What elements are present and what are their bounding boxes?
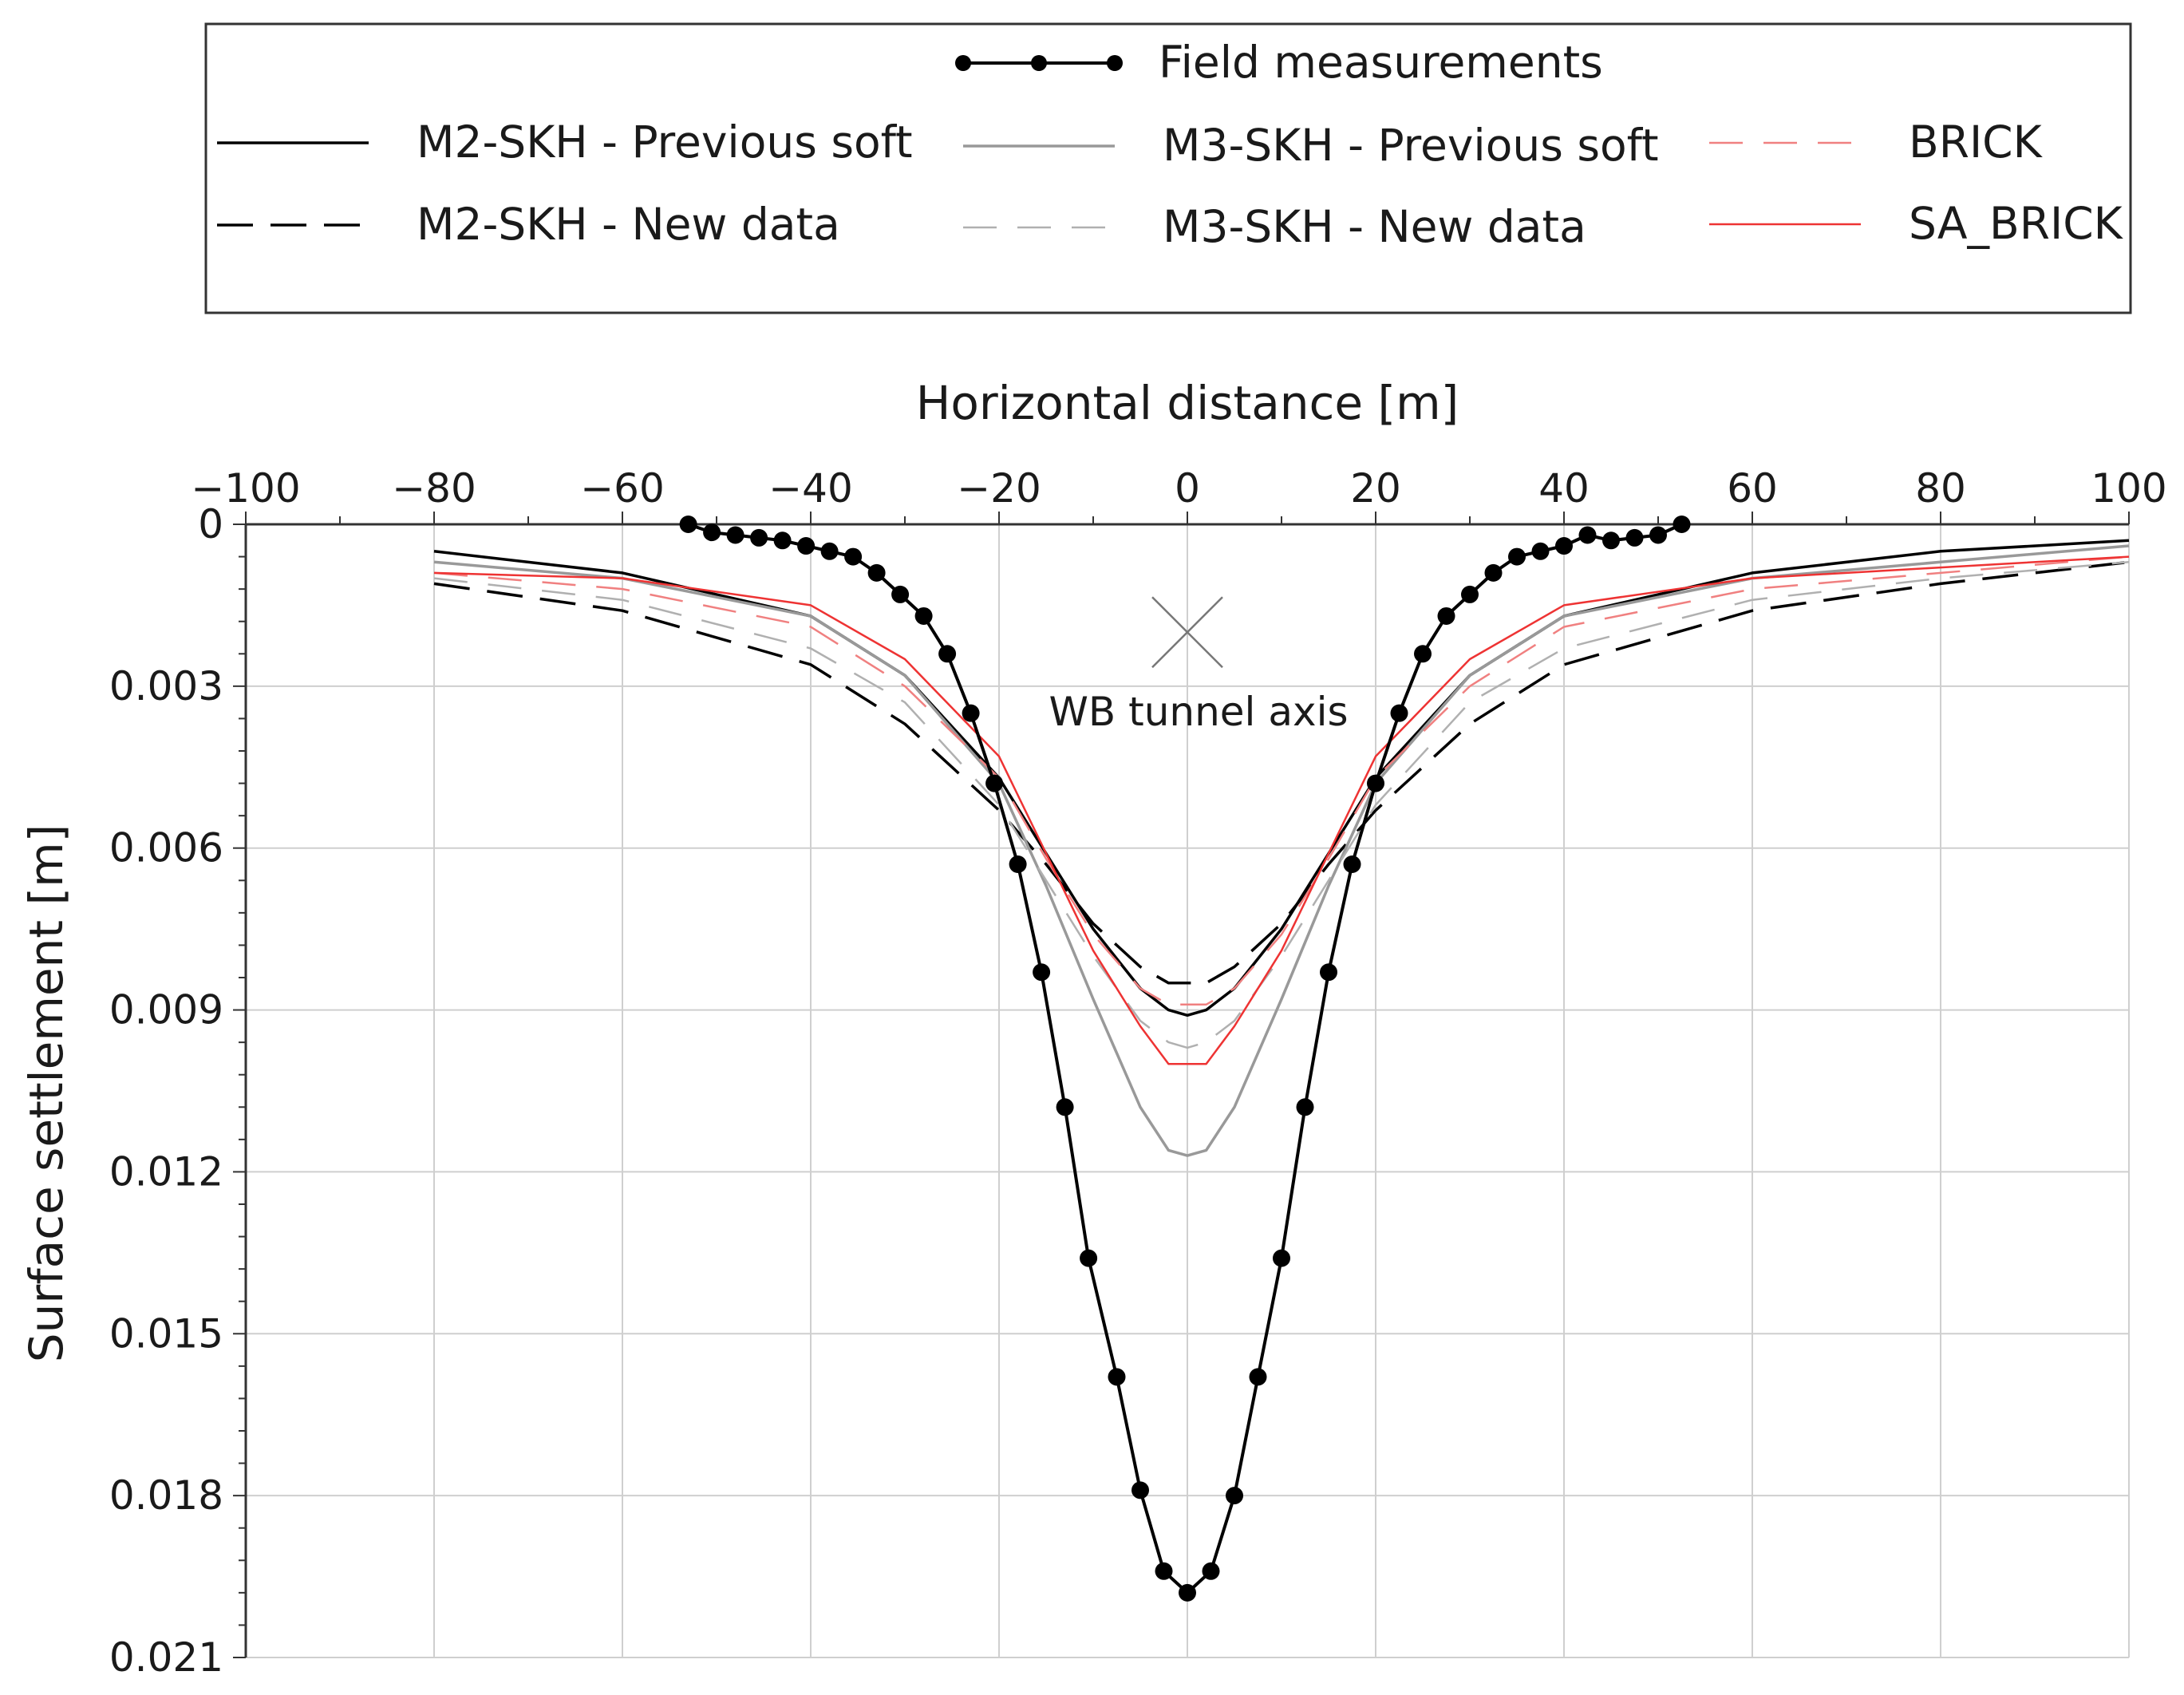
field-measurement-point bbox=[867, 563, 886, 582]
field-measurement-point bbox=[1437, 606, 1455, 625]
y-tick-label: 0.009 bbox=[109, 987, 223, 1033]
field-measurement-point bbox=[1673, 516, 1691, 533]
field-measurement-point bbox=[1273, 1249, 1290, 1267]
series-line-m3-skh-previous-soft bbox=[433, 544, 2130, 1157]
y-tick-label: 0.003 bbox=[109, 663, 223, 709]
field-measurement-point bbox=[1155, 1562, 1173, 1580]
field-measurement-point bbox=[985, 774, 1004, 792]
legend-label-m2-skh-new-data: M2-SKH - New data bbox=[417, 199, 840, 250]
field-measurement-point bbox=[1179, 1583, 1196, 1602]
field-measurement-point bbox=[1602, 531, 1620, 550]
y-axis-title: Surface settlement [m] bbox=[19, 824, 73, 1362]
x-tick-label: −20 bbox=[957, 465, 1041, 512]
field-measurement-point bbox=[1226, 1487, 1243, 1505]
y-tick-label: 0.018 bbox=[109, 1472, 223, 1519]
field-measurement-point bbox=[914, 606, 933, 625]
field-measurement-point bbox=[1649, 526, 1667, 544]
annotation-layer: WB tunnel axis bbox=[1049, 596, 1349, 735]
field-measurement-point bbox=[1578, 526, 1597, 544]
field-measurement-point bbox=[844, 547, 863, 566]
y-tick-label: 0.015 bbox=[109, 1310, 223, 1357]
legend: Field measurements M2-SKH - Previous soft… bbox=[217, 37, 2124, 252]
field-measurement-point bbox=[1367, 774, 1384, 792]
x-axis-title: Horizontal distance [m] bbox=[916, 376, 1459, 430]
x-tick-label: 40 bbox=[1538, 465, 1590, 512]
field-measurement-point bbox=[1320, 963, 1337, 982]
field-measurement-point bbox=[1108, 1368, 1126, 1386]
x-tick-label: 0 bbox=[1175, 465, 1200, 512]
field-measurement-point bbox=[962, 704, 980, 722]
y-tick-label: 0.012 bbox=[109, 1148, 223, 1195]
series-line-m2-skh-previous-soft bbox=[433, 539, 2130, 1017]
tunnel-axis-label: WB tunnel axis bbox=[1049, 689, 1348, 735]
legend-label-brick: BRICK bbox=[1909, 117, 2044, 168]
legend-marker bbox=[1107, 55, 1123, 71]
series-layer bbox=[433, 516, 2130, 1602]
field-measurement-point bbox=[726, 526, 744, 544]
x-tick-label: 80 bbox=[1915, 465, 1966, 512]
legend-label-m3-skh-previous-soft: M3-SKH - Previous soft bbox=[1163, 120, 1659, 171]
field-measurement-point bbox=[1461, 585, 1479, 603]
x-tick-label: 20 bbox=[1350, 465, 1401, 512]
series-line-m3-skh-new-data bbox=[433, 561, 2130, 1049]
field-measurement-point bbox=[891, 585, 910, 603]
field-measurement-point bbox=[1625, 528, 1644, 547]
field-measurement-point bbox=[1296, 1098, 1314, 1116]
y-tick-label: 0 bbox=[198, 501, 223, 547]
field-measurement-point bbox=[750, 528, 768, 547]
y-tick-label: 0.006 bbox=[109, 825, 223, 871]
x-tick-label: 60 bbox=[1727, 465, 1778, 512]
legend-marker bbox=[955, 55, 971, 71]
field-measurement-point bbox=[797, 537, 816, 555]
legend-label-sa-brick: SA_BRICK bbox=[1909, 198, 2124, 249]
field-measurement-point bbox=[1249, 1368, 1267, 1386]
field-measurement-point bbox=[679, 516, 697, 533]
legend-label-field-measurements: Field measurements bbox=[1159, 37, 1603, 88]
field-measurement-point bbox=[1009, 855, 1027, 873]
x-tick-label: 100 bbox=[2091, 465, 2166, 512]
legend-box bbox=[204, 22, 2132, 314]
field-measurement-point bbox=[1056, 1098, 1074, 1116]
field-measurement-point bbox=[1343, 855, 1361, 873]
field-measurement-point bbox=[820, 542, 839, 560]
axes: −100 −80 −60 −40 −20 0 20 40 60 80 100 0 0.003 0.006 0… bbox=[109, 465, 2167, 1681]
field-measurement-point bbox=[1033, 963, 1051, 982]
series-line-m2-skh-new-data bbox=[433, 560, 2130, 985]
legend-label-m2-skh-previous-soft: M2-SKH - Previous soft bbox=[417, 117, 913, 168]
y-tick-label: 0.021 bbox=[109, 1634, 223, 1681]
field-measurement-point bbox=[1414, 645, 1432, 663]
field-measurement-point bbox=[703, 524, 721, 542]
field-measurement-point bbox=[773, 531, 792, 550]
series-line-brick bbox=[433, 555, 2130, 1006]
x-tick-label: −40 bbox=[768, 465, 853, 512]
field-measurement-point bbox=[1202, 1562, 1220, 1580]
field-measurement-point bbox=[1080, 1249, 1098, 1267]
field-measurement-point bbox=[1508, 547, 1526, 566]
legend-label-m3-skh-new-data: M3-SKH - New data bbox=[1163, 201, 1586, 252]
x-tick-label: −60 bbox=[580, 465, 665, 512]
field-measurement-point bbox=[1131, 1481, 1149, 1499]
tunnel-axis-marker bbox=[1151, 596, 1223, 669]
field-measurement-point bbox=[1555, 537, 1573, 555]
x-tick-label: −80 bbox=[392, 465, 476, 512]
series-line-sa-brick bbox=[433, 555, 2130, 1065]
field-measurement-point bbox=[1484, 563, 1503, 582]
field-measurement-point bbox=[1531, 542, 1550, 560]
field-measurement-point bbox=[1390, 704, 1408, 722]
x-tick-label: −100 bbox=[191, 465, 300, 512]
legend-marker bbox=[1031, 55, 1047, 71]
field-measurement-point bbox=[938, 645, 957, 663]
